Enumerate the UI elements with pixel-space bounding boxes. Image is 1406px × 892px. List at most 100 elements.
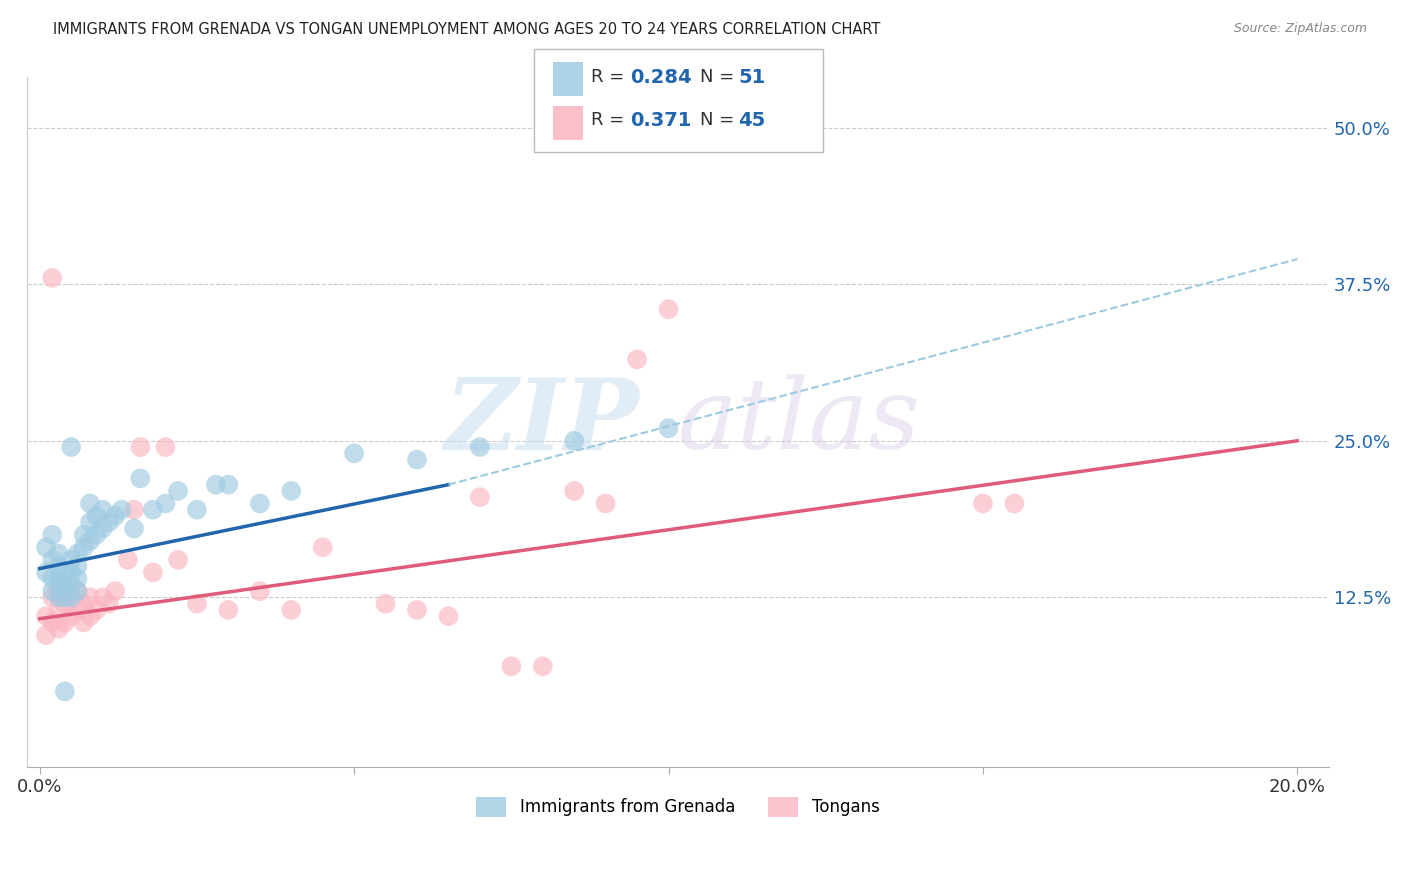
Point bbox=[129, 440, 152, 454]
Point bbox=[79, 591, 101, 605]
Point bbox=[48, 572, 70, 586]
Point bbox=[122, 502, 145, 516]
Point bbox=[468, 490, 491, 504]
Point bbox=[60, 591, 83, 605]
Point bbox=[406, 603, 429, 617]
Point bbox=[60, 609, 83, 624]
Point bbox=[66, 584, 89, 599]
Point bbox=[406, 452, 429, 467]
Point bbox=[41, 553, 63, 567]
Point bbox=[66, 559, 89, 574]
Point bbox=[167, 553, 190, 567]
Point bbox=[73, 615, 96, 630]
Point bbox=[41, 528, 63, 542]
Point bbox=[91, 591, 114, 605]
Text: N =: N = bbox=[700, 68, 740, 86]
Point bbox=[249, 496, 271, 510]
Point bbox=[280, 483, 302, 498]
Text: N =: N = bbox=[700, 112, 740, 129]
Point bbox=[86, 508, 108, 523]
Point bbox=[79, 534, 101, 549]
Point bbox=[657, 421, 679, 435]
Point bbox=[468, 440, 491, 454]
Point bbox=[104, 584, 127, 599]
Point bbox=[53, 597, 76, 611]
Point bbox=[155, 496, 177, 510]
Point bbox=[972, 496, 994, 510]
Point bbox=[626, 352, 648, 367]
Point bbox=[60, 566, 83, 580]
Point bbox=[79, 609, 101, 624]
Point bbox=[595, 496, 617, 510]
Point bbox=[142, 566, 165, 580]
Text: atlas: atlas bbox=[678, 375, 921, 470]
Point bbox=[48, 591, 70, 605]
Point bbox=[167, 483, 190, 498]
Text: R =: R = bbox=[591, 112, 630, 129]
Point bbox=[312, 541, 335, 555]
Point bbox=[41, 615, 63, 630]
Point bbox=[562, 483, 585, 498]
Point bbox=[374, 597, 396, 611]
Text: R =: R = bbox=[591, 68, 630, 86]
Point bbox=[117, 553, 139, 567]
Point bbox=[48, 603, 70, 617]
Point bbox=[35, 628, 58, 642]
Point bbox=[53, 615, 76, 630]
Text: Source: ZipAtlas.com: Source: ZipAtlas.com bbox=[1233, 22, 1367, 36]
Point bbox=[48, 578, 70, 592]
Point bbox=[48, 622, 70, 636]
Point bbox=[142, 502, 165, 516]
Point bbox=[657, 302, 679, 317]
Text: 45: 45 bbox=[738, 112, 765, 130]
Point bbox=[60, 591, 83, 605]
Point bbox=[35, 541, 58, 555]
Point bbox=[129, 471, 152, 485]
Point bbox=[53, 591, 76, 605]
Legend: Immigrants from Grenada, Tongans: Immigrants from Grenada, Tongans bbox=[470, 790, 886, 823]
Point bbox=[97, 597, 120, 611]
Point bbox=[280, 603, 302, 617]
Point bbox=[35, 609, 58, 624]
Point bbox=[60, 578, 83, 592]
Point bbox=[53, 566, 76, 580]
Point bbox=[122, 521, 145, 535]
Point bbox=[48, 559, 70, 574]
Point bbox=[41, 572, 63, 586]
Point bbox=[91, 502, 114, 516]
Point bbox=[66, 547, 89, 561]
Point bbox=[217, 603, 239, 617]
Text: ZIP: ZIP bbox=[444, 374, 638, 470]
Point bbox=[91, 521, 114, 535]
Point bbox=[1002, 496, 1025, 510]
Point bbox=[53, 578, 76, 592]
Point bbox=[73, 541, 96, 555]
Point bbox=[66, 572, 89, 586]
Point bbox=[79, 496, 101, 510]
Point bbox=[35, 566, 58, 580]
Point bbox=[437, 609, 460, 624]
Point bbox=[41, 584, 63, 599]
Point bbox=[186, 597, 208, 611]
Point bbox=[186, 502, 208, 516]
Point bbox=[53, 684, 76, 698]
Point bbox=[60, 553, 83, 567]
Point bbox=[66, 603, 89, 617]
Text: 0.284: 0.284 bbox=[630, 68, 692, 87]
Point bbox=[562, 434, 585, 448]
Point bbox=[41, 591, 63, 605]
Point bbox=[73, 528, 96, 542]
Point bbox=[104, 508, 127, 523]
Point bbox=[97, 515, 120, 529]
Point bbox=[79, 515, 101, 529]
Point bbox=[73, 597, 96, 611]
Point bbox=[343, 446, 366, 460]
Point bbox=[531, 659, 554, 673]
Point bbox=[217, 477, 239, 491]
Point bbox=[204, 477, 226, 491]
Point bbox=[155, 440, 177, 454]
Point bbox=[501, 659, 523, 673]
Point bbox=[48, 584, 70, 599]
Text: IMMIGRANTS FROM GRENADA VS TONGAN UNEMPLOYMENT AMONG AGES 20 TO 24 YEARS CORRELA: IMMIGRANTS FROM GRENADA VS TONGAN UNEMPL… bbox=[53, 22, 880, 37]
Point bbox=[86, 528, 108, 542]
